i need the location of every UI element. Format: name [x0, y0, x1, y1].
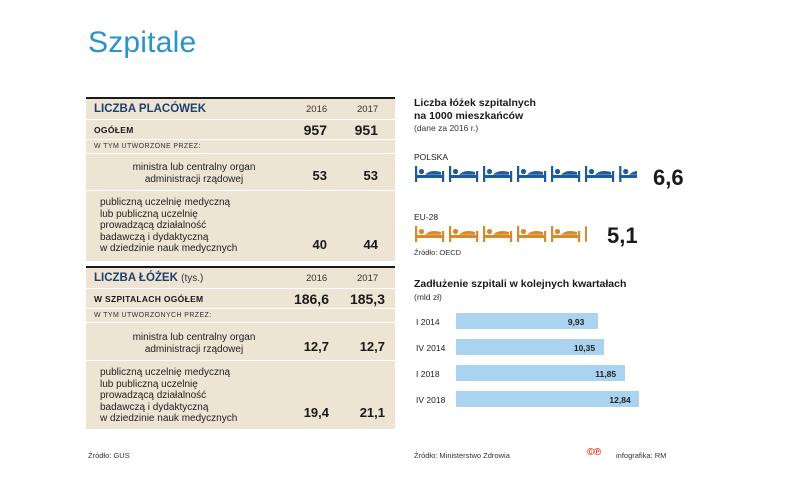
row-label: ministra lub centralny organ administrac…	[132, 162, 256, 185]
debt-row: IV 2014 10,35	[414, 339, 714, 355]
value-2016: 40	[312, 237, 327, 252]
value-2017: 21,1	[359, 405, 385, 420]
year-label: 2016	[306, 103, 328, 115]
value-2016: 12,7	[303, 339, 329, 354]
page-title: Szpitale	[88, 26, 197, 59]
beds-source: Źródło: OECD	[414, 248, 462, 257]
country-label-eu: EU-28	[414, 212, 439, 222]
facilities-header-label: LICZBA PLACÓWEK	[94, 103, 207, 115]
bed-icon	[483, 226, 513, 242]
year-label: 2017	[357, 272, 379, 284]
bed-icon	[619, 166, 637, 182]
value-2017: 951	[354, 122, 378, 138]
debt-bar	[456, 391, 640, 407]
row-label: publiczną uczelnię medyczną lub publiczn…	[100, 367, 238, 424]
debt-category-label: IV 2014	[416, 343, 446, 353]
eu-value: 5,1	[607, 223, 638, 248]
debt-bar	[456, 313, 598, 329]
debt-value-label: 12,84	[609, 395, 631, 405]
bed-icon	[415, 226, 445, 242]
eu-beds	[414, 224, 644, 246]
beds-header-label: LICZBA ŁÓŻEK (tys.)	[94, 272, 203, 284]
value-2017: 44	[363, 237, 378, 252]
beds-chart-subtitle: (dane za 2016 r.)	[414, 123, 479, 133]
beds-chart-title: Liczba łóżek szpitalnych na 1000 mieszka…	[414, 97, 536, 122]
row-label: W TYM UTWORZONE PRZEZ:	[94, 143, 201, 150]
facilities-item-row: ministra lub centralny organ administrac…	[86, 153, 395, 190]
row-label: publiczną uczelnię medyczną lub publiczn…	[100, 197, 238, 254]
facilities-header: LICZBA PLACÓWEK 2016 2017	[86, 97, 395, 119]
value-2017: 53	[363, 168, 378, 183]
beds-table: LICZBA ŁÓŻEK (tys.) 2016 2017 W SZPITALA…	[86, 266, 395, 429]
value-2016: 53	[312, 168, 327, 183]
beds-unit: (tys.)	[181, 273, 204, 284]
beds-total-row: W SZPITALACH OGÓŁEM 186,6 185,3	[86, 288, 395, 308]
beds-item-row: ministra lub centralny organ administrac…	[86, 322, 395, 360]
debt-category-label: IV 2018	[416, 395, 446, 405]
beds-item-row: publiczną uczelnię medyczną lub publiczn…	[86, 360, 395, 427]
bed-icon	[585, 166, 615, 182]
bed-icon	[551, 166, 581, 182]
debt-category-label: I 2018	[416, 369, 440, 379]
bed-icon	[517, 166, 547, 182]
bed-icon	[517, 226, 547, 242]
value-2016: 957	[303, 122, 327, 138]
row-label: OGÓŁEM	[94, 125, 134, 135]
facilities-sub-row: W TYM UTWORZONE PRZEZ:	[86, 139, 395, 153]
beds-sub-row: W TYM UTWORZONYCH PRZEZ:	[86, 308, 395, 322]
source-right: Źródło: Ministerstwo Zdrowia	[414, 451, 510, 460]
facilities-table: LICZBA PLACÓWEK 2016 2017 OGÓŁEM 957 951…	[86, 97, 395, 261]
debt-row: I 2014 9,93	[414, 313, 714, 329]
debt-value-label: 9,93	[567, 317, 585, 327]
facilities-item-row: publiczną uczelnię medyczną lub publiczn…	[86, 190, 395, 259]
year-label: 2016	[306, 272, 328, 284]
publisher-logo: ©℗	[587, 447, 601, 458]
beds-header-text: LICZBA ŁÓŻEK	[94, 272, 178, 284]
value-2016: 19,4	[303, 405, 329, 420]
debt-value-label: 10,35	[573, 343, 596, 353]
debt-bar	[456, 339, 604, 355]
value-2017: 12,7	[359, 339, 385, 354]
value-2017: 185,3	[349, 291, 385, 307]
debt-row: I 2018 11,85	[414, 365, 714, 381]
debt-chart-unit: (mld zł)	[414, 292, 442, 302]
bed-icon	[584, 226, 587, 242]
facilities-total-row: OGÓŁEM 957 951	[86, 119, 395, 139]
beds-header: LICZBA ŁÓŻEK (tys.) 2016 2017	[86, 266, 395, 288]
debt-chart-title: Zadłużenie szpitali w kolejnych kwartała…	[414, 278, 627, 290]
bed-icon	[449, 226, 479, 242]
bed-icon	[483, 166, 513, 182]
year-label: 2017	[357, 103, 379, 115]
debt-category-label: I 2014	[416, 317, 440, 327]
row-label: ministra lub centralny organ administrac…	[132, 332, 256, 355]
credit: infografika: RM	[616, 451, 667, 460]
bed-icon	[415, 166, 445, 182]
source-left: Źródło: GUS	[88, 451, 130, 460]
bed-icon	[449, 166, 479, 182]
debt-bar	[456, 365, 626, 381]
debt-value-label: 11,85	[595, 369, 617, 379]
poland-value: 6,6	[653, 165, 684, 190]
debt-row: IV 2018 12,84	[414, 391, 714, 407]
value-2016: 186,6	[293, 291, 329, 307]
bed-icon	[551, 226, 581, 242]
country-label-poland: POLSKA	[414, 152, 449, 162]
row-label: W TYM UTWORZONYCH PRZEZ:	[94, 312, 212, 319]
poland-beds	[414, 164, 644, 186]
row-label: W SZPITALACH OGÓŁEM	[94, 294, 204, 304]
